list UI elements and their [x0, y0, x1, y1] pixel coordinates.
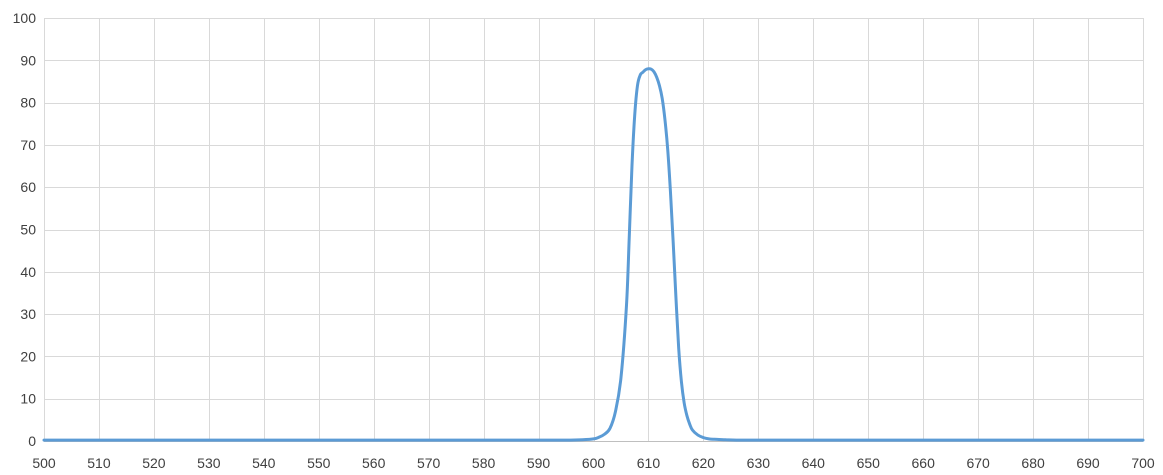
y-axis-ticks: 0 10 20 30 40 50 60 70 80 90 100: [13, 10, 37, 449]
y-tick-label: 30: [20, 306, 36, 322]
x-tick-label: 560: [362, 455, 386, 471]
x-tick-label: 630: [747, 455, 771, 471]
x-tick-label: 650: [857, 455, 881, 471]
x-tick-label: 510: [87, 455, 111, 471]
x-tick-label: 670: [966, 455, 990, 471]
y-tick-label: 10: [20, 391, 36, 407]
x-tick-label: 690: [1076, 455, 1100, 471]
series-layer: [42, 67, 1145, 442]
x-tick-label: 660: [912, 455, 936, 471]
x-tick-label: 640: [802, 455, 826, 471]
x-tick-label: 680: [1021, 455, 1045, 471]
x-tick-label: 580: [472, 455, 496, 471]
y-tick-label: 50: [20, 222, 36, 238]
x-tick-label: 590: [527, 455, 551, 471]
gridlines: [44, 18, 1144, 442]
x-tick-label: 550: [307, 455, 331, 471]
y-tick-label: 60: [20, 179, 36, 195]
y-tick-label: 80: [20, 95, 36, 111]
x-tick-label: 600: [582, 455, 606, 471]
y-tick-label: 20: [20, 348, 36, 364]
x-tick-label: 570: [417, 455, 441, 471]
x-tick-label: 620: [692, 455, 716, 471]
x-tick-label: 530: [197, 455, 221, 471]
y-tick-label: 70: [20, 137, 36, 153]
x-tick-label: 700: [1131, 455, 1155, 471]
series-line: [42, 67, 1145, 442]
y-tick-label: 40: [20, 264, 36, 280]
x-tick-label: 610: [637, 455, 661, 471]
y-tick-label: 100: [13, 10, 37, 26]
x-tick-label: 520: [142, 455, 166, 471]
x-tick-label: 500: [32, 455, 56, 471]
y-tick-label: 0: [28, 433, 36, 449]
x-tick-label: 540: [252, 455, 276, 471]
x-axis-ticks: 500 510 520 530 540 550 560 570 580 590 600 610 620 6…: [32, 455, 1155, 471]
y-tick-label: 90: [20, 52, 36, 68]
